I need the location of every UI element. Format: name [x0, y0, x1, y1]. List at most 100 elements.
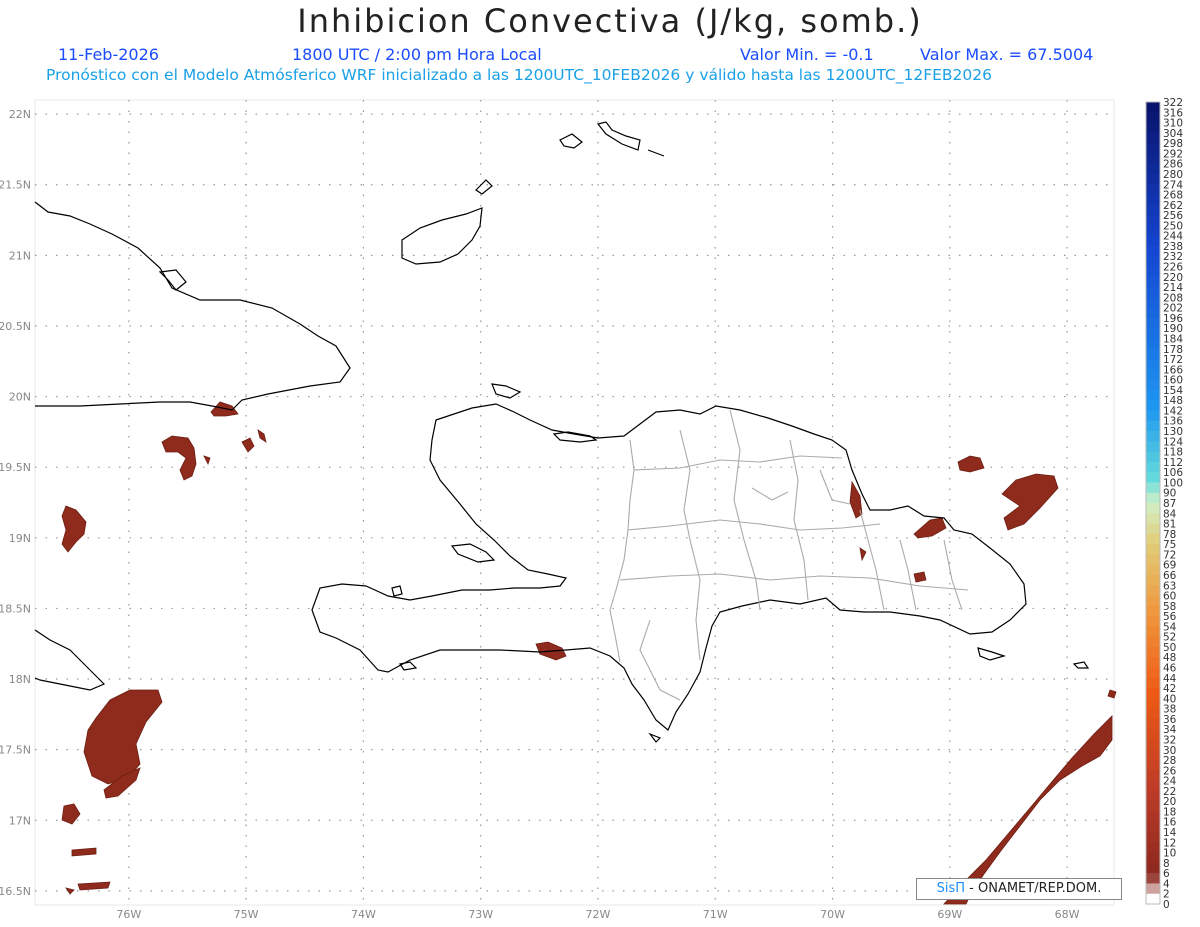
colorbar-swatch [1146, 359, 1160, 370]
colorbar-swatch [1146, 677, 1160, 689]
colorbar-label: 18 [1163, 806, 1176, 818]
colorbar-swatch [1146, 893, 1160, 905]
island-puerto-small [977, 647, 1007, 661]
colorbar-label: 100 [1163, 477, 1183, 489]
colorbar-label: 36 [1163, 714, 1177, 726]
hispaniola-coast [311, 403, 1027, 731]
colorbar-label: 63 [1163, 580, 1176, 592]
province-line-9 [943, 539, 963, 611]
value-max: Valor Max. = 67.5004 [920, 45, 1094, 64]
colorbar-swatch [1146, 749, 1160, 761]
province-line-3 [619, 573, 969, 591]
lon-tick-label: 73W [468, 908, 493, 921]
lon-tick-label: 70W [820, 908, 845, 921]
province-line-5 [729, 409, 761, 611]
island-north-3 [559, 133, 583, 149]
colorbar-label: 190 [1163, 323, 1183, 335]
colorbar-swatch [1146, 266, 1160, 278]
lon-tick-label: 68W [1055, 908, 1080, 921]
colorbar-label: 0 [1163, 899, 1170, 911]
colorbar-swatch [1146, 122, 1160, 134]
colorbar-label: 268 [1163, 190, 1183, 202]
colorbar-label: 136 [1163, 416, 1183, 428]
colorbar-label: 214 [1163, 282, 1183, 294]
cin-area-windward-dot [203, 455, 211, 466]
coastlines [34, 121, 1090, 743]
colorbar-label: 75 [1163, 539, 1176, 551]
colorbar-label: 208 [1163, 292, 1183, 304]
colorbar-swatch [1146, 153, 1160, 165]
colorbar-label: 160 [1163, 375, 1183, 387]
model-subtitle: Pronóstico con el Modelo Atmósferico WRF… [46, 66, 992, 84]
colorbar-swatch [1146, 503, 1160, 514]
cin-area-windward-arc [161, 435, 197, 481]
colorbar-label: 90 [1163, 488, 1176, 500]
colorbar-swatch [1146, 873, 1160, 884]
colorbar-label: 130 [1163, 426, 1183, 438]
colorbar-swatch [1146, 338, 1160, 350]
colorbar-label: 142 [1163, 405, 1183, 417]
colorbar-swatch [1146, 256, 1160, 268]
island-mona [1072, 661, 1090, 669]
colorbar-label: 4 [1163, 878, 1170, 890]
colorbar-label: 154 [1163, 385, 1183, 397]
colorbar-label: 262 [1163, 200, 1183, 212]
colorbar-swatch [1146, 821, 1160, 833]
colorbar-swatch [1146, 132, 1160, 144]
longitude-labels: 76W 75W 74W 73W 72W 71W 70W 69W 68W [116, 908, 1079, 921]
province-line-4 [679, 429, 701, 661]
colorbar-label: 44 [1163, 673, 1177, 685]
colorbar-label: 226 [1163, 262, 1183, 274]
island-north-5 [647, 149, 665, 157]
colorbar-label: 14 [1163, 827, 1177, 839]
province-line-10 [639, 619, 681, 701]
colorbar-label: 6 [1163, 868, 1170, 880]
colorbar-swatch [1146, 400, 1160, 411]
map-title: Inhibicion Convectiva (J/kg, somb.) [297, 2, 923, 40]
colorbar-label: 69 [1163, 560, 1176, 572]
colorbar-swatch [1146, 842, 1160, 854]
lon-tick-label: 76W [116, 908, 141, 921]
colorbar-swatch [1146, 379, 1160, 391]
colorbar-label: 292 [1163, 148, 1183, 160]
island-beata [648, 732, 662, 743]
cin-area-dr-east [913, 517, 947, 539]
cin-area-south-dot [65, 887, 75, 895]
island-south-haiti-2 [391, 585, 403, 597]
colorbar-border [1145, 101, 1161, 905]
colorbar-swatch [1146, 739, 1160, 751]
cin-area-mona-north [957, 455, 985, 473]
cin-area-cuba-east [241, 437, 255, 453]
colorbar-swatch [1146, 718, 1160, 730]
colorbar-swatch [1146, 646, 1160, 658]
colorbar-label: 78 [1163, 529, 1176, 541]
credit-brand: SisΠ [936, 881, 966, 896]
colorbar-label: 10 [1163, 848, 1176, 860]
colorbar-label: 232 [1163, 251, 1183, 263]
cin-area-south-fragment [103, 767, 141, 799]
colorbar-swatch [1146, 431, 1160, 442]
cin-area-cuba-small [257, 429, 267, 443]
lon-tick-label: 74W [351, 908, 376, 921]
colorbar-swatch [1146, 533, 1160, 545]
colorbar-swatch [1146, 451, 1160, 463]
lat-tick-label: 20N [9, 391, 31, 404]
colorbar-label: 118 [1163, 447, 1183, 459]
colorbar-swatch [1146, 801, 1160, 812]
lat-tick-label: 21N [9, 249, 31, 262]
colorbar-swatch [1146, 348, 1160, 360]
lat-tick-label: 19.5N [0, 461, 31, 474]
colorbar-swatch [1146, 688, 1160, 699]
island-gonave [450, 543, 496, 563]
colorbar-label: 298 [1163, 138, 1183, 150]
colorbar-swatch [1146, 554, 1160, 566]
colorbar-label: 54 [1163, 621, 1177, 633]
lat-tick-label: 17.5N [0, 744, 31, 757]
colorbar-label: 166 [1163, 364, 1183, 376]
colorbar-label: 24 [1163, 776, 1177, 788]
value-min: Valor Min. = -0.1 [740, 45, 874, 64]
colorbar-label: 22 [1163, 786, 1176, 798]
colorbar-swatch [1146, 112, 1160, 124]
colorbar-label: 2 [1163, 889, 1170, 901]
